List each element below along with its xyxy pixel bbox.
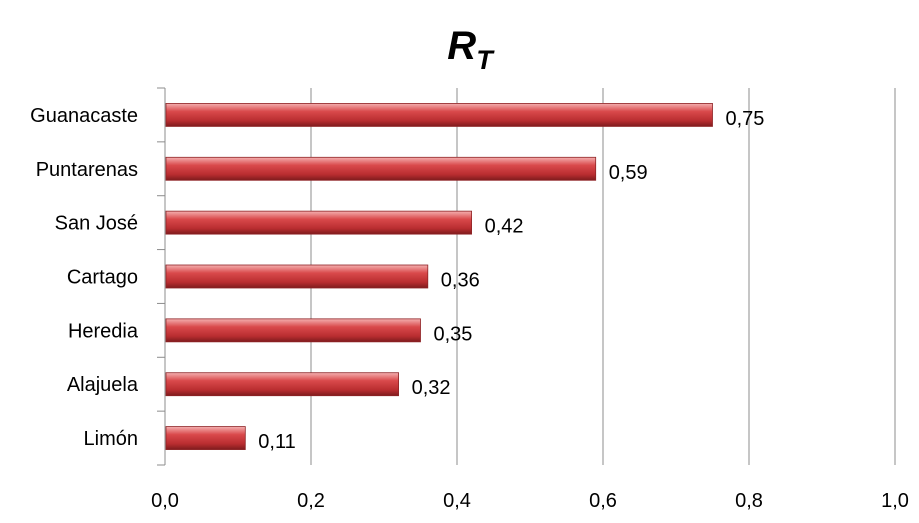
x-tick-label: 1,0 — [881, 490, 909, 512]
data-label: 0,32 — [412, 377, 451, 399]
category-label: Heredia — [68, 320, 139, 342]
chart-title: RT — [447, 24, 495, 75]
chart-title-subscript: T — [476, 45, 495, 75]
bar — [165, 264, 429, 289]
data-labels: 0,75 0,59 0,42 0,36 0,35 0,32 0,11 — [258, 108, 764, 453]
x-tick-label: 0,6 — [589, 490, 617, 512]
bar — [165, 372, 400, 397]
bar — [165, 103, 713, 127]
category-label: Cartago — [67, 267, 138, 289]
category-label: Guanacaste — [30, 105, 138, 127]
axes — [157, 87, 166, 466]
category-labels: Guanacaste Puntarenas San José Cartago Hered… — [30, 105, 139, 450]
bar — [165, 210, 473, 235]
data-label: 0,42 — [485, 216, 524, 238]
data-label: 0,75 — [726, 108, 765, 130]
category-label: Alajuela — [67, 374, 139, 396]
bar — [165, 426, 246, 450]
chart-title-main: R — [447, 24, 476, 68]
data-label: 0,11 — [258, 431, 295, 453]
bar — [165, 156, 597, 181]
bar — [165, 318, 421, 343]
category-label: Limón — [84, 428, 138, 450]
data-label: 0,59 — [609, 162, 648, 184]
category-label: San José — [55, 213, 138, 235]
data-label: 0,35 — [434, 323, 473, 345]
data-label: 0,36 — [441, 270, 480, 292]
category-label: Puntarenas — [36, 159, 138, 181]
x-tick-label: 0,4 — [443, 490, 471, 512]
x-tick-labels: 0,0 0,2 0,4 0,6 0,8 1,0 — [151, 490, 909, 512]
x-tick-label: 0,2 — [297, 490, 325, 512]
bars — [165, 103, 713, 450]
x-tick-label: 0,0 — [151, 490, 179, 512]
grid-lines — [310, 88, 896, 465]
x-tick-label: 0,8 — [735, 490, 763, 512]
